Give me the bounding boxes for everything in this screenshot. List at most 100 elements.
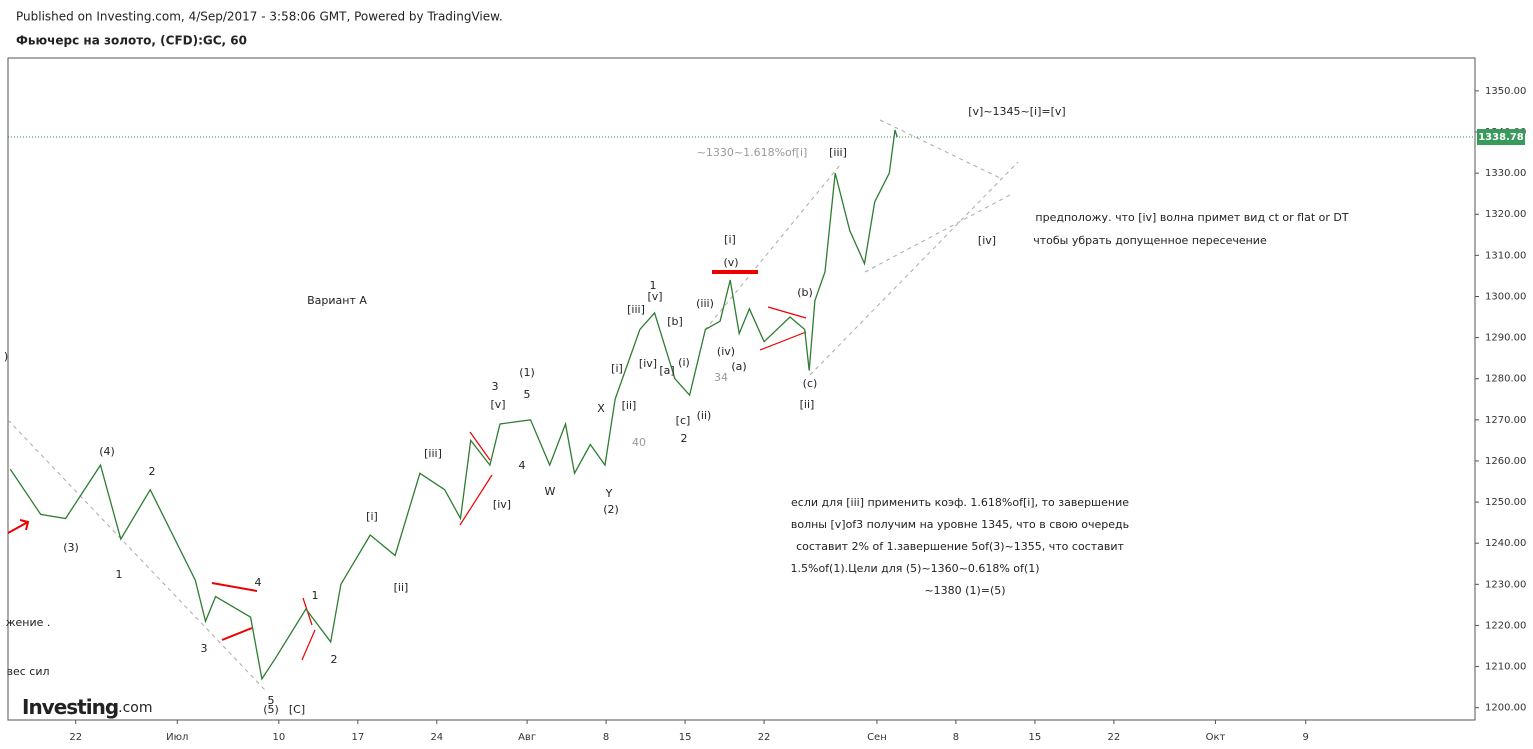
x-tick-label: 22	[758, 732, 771, 743]
price-line	[9, 129, 898, 681]
y-tick-label: 1260.00	[1485, 456, 1526, 467]
y-tick-label: 1230.00	[1485, 579, 1526, 590]
x-tick-label: 8	[953, 732, 959, 743]
annotation: [v]	[490, 398, 505, 411]
annotation: [v]~1345~[i]=[v]	[968, 105, 1065, 118]
y-tick-label: 1350.00	[1485, 86, 1526, 97]
y-tick-label: 1320.00	[1485, 209, 1526, 220]
annotation: )	[4, 350, 8, 363]
annotation: ~1380 (1)=(5)	[924, 584, 1005, 597]
published: Published on Investing.com, 4/Sep/2017 -…	[16, 10, 503, 24]
annotation: 1.5%of(1).Цели для (5)~1360~0.618% of(1)	[791, 562, 1040, 575]
annotation: [iii]	[829, 146, 847, 159]
annotation: если для [iii] применить коэф. 1.618%of[…	[791, 496, 1129, 509]
logo: Investing.com	[22, 695, 153, 719]
x-tick-label: 24	[430, 732, 443, 743]
x-tick-label: Сен	[867, 732, 887, 743]
annotation: [iii]	[424, 447, 442, 460]
annotation: 3	[492, 380, 499, 393]
annotation: [iv]	[978, 234, 996, 247]
x-tick-label: 22	[1108, 732, 1121, 743]
y-tick-label: 1200.00	[1485, 703, 1526, 714]
annotation: ~1330~1.618%of[i]	[697, 146, 808, 159]
annotation: (b)	[797, 286, 813, 299]
trendlines	[7, 119, 1019, 691]
annotation: (a)	[731, 360, 746, 373]
x-tick-label: 22	[69, 732, 82, 743]
annotation: (3)	[63, 541, 79, 554]
annotation: [ii]	[622, 399, 637, 412]
symbol-title: Фьючерс на золото, (CFD):GC, 60	[16, 34, 247, 48]
annotation: (iii)	[696, 297, 714, 310]
annotation: [i]	[724, 233, 736, 246]
x-tick-label: 15	[679, 732, 692, 743]
annotation: (4)	[99, 445, 115, 458]
annotation: [iii]	[627, 303, 645, 316]
y-tick-label: 1250.00	[1485, 497, 1526, 508]
annotation: (ii)	[697, 409, 712, 422]
annotation: чтобы убрать допущенное пересечение	[1033, 234, 1267, 247]
annotation: вес сил	[6, 665, 49, 678]
annotation: (2)	[603, 503, 619, 516]
x-tick-label: Авг	[518, 732, 536, 743]
y-tick-label: 1300.00	[1485, 291, 1526, 302]
y-tick-label: 1210.00	[1485, 662, 1526, 673]
annotation: Вариант А	[307, 294, 367, 307]
annotation: [b]	[667, 315, 683, 328]
annotation: X	[597, 402, 605, 415]
annotation: 4	[255, 576, 262, 589]
y-tick-label: 1280.00	[1485, 374, 1526, 385]
x-tick-label: Окт	[1206, 732, 1226, 743]
annotation: 5	[524, 388, 531, 401]
annotation: (v)	[723, 256, 738, 269]
annotation: 2	[681, 432, 688, 445]
annotation: 5	[268, 694, 275, 707]
y-tick-label: 1220.00	[1485, 620, 1526, 631]
annotation: 2	[331, 653, 338, 666]
x-tick-label: 9	[1303, 732, 1309, 743]
annotation: 1	[650, 279, 657, 292]
annotation: предположу. что [iv] волна примет вид ct…	[1035, 211, 1348, 224]
last-price-tag	[1477, 129, 1525, 146]
x-tick-label: 8	[603, 732, 609, 743]
annotation: 34	[714, 371, 728, 384]
annotation: [C]	[289, 703, 305, 716]
annotation: [iv]	[493, 498, 511, 511]
annotation: 3	[201, 642, 208, 655]
annotation: [i]	[366, 510, 378, 523]
y-tick-label: 1310.00	[1485, 250, 1526, 261]
last-price-label: 1338.78	[1478, 132, 1524, 143]
annotation: 4	[519, 459, 526, 472]
annotation: (1)	[519, 366, 535, 379]
annotation: Y	[605, 487, 613, 500]
x-tick-label: 10	[272, 732, 285, 743]
y-tick-label: 1240.00	[1485, 538, 1526, 549]
x-tick-label: Июл	[166, 732, 188, 743]
annotation: (i)	[678, 356, 690, 369]
annotation: [a]	[659, 364, 674, 377]
annotation: [c]	[676, 414, 691, 427]
y-tick-label: 1330.00	[1485, 168, 1526, 179]
annotation: [iv]	[639, 357, 657, 370]
annotation: жение .	[6, 616, 51, 629]
annotation: составит 2% of 1.завершение 5of(3)~1355,…	[796, 540, 1124, 553]
annotation: (iv)	[717, 345, 735, 358]
annotation: 2	[149, 465, 156, 478]
annotation: [ii]	[800, 398, 815, 411]
annotation: 1	[312, 589, 319, 602]
y-tick-label: 1270.00	[1485, 415, 1526, 426]
red-marks	[7, 270, 807, 661]
annotation: [i]	[611, 362, 623, 375]
annotation: волны [v]of3 получим на уровне 1345, что…	[791, 518, 1129, 531]
annotation: (5)	[263, 703, 279, 716]
annotation: 40	[632, 436, 646, 449]
annotation: (c)	[803, 377, 818, 390]
x-tick-label: 17	[351, 732, 364, 743]
annotation: W	[545, 485, 556, 498]
x-tick-label: 15	[1029, 732, 1042, 743]
annotation: 1	[116, 568, 123, 581]
annotation: [ii]	[394, 581, 409, 594]
annotation: [v]	[647, 290, 662, 303]
y-tick-label: 1290.00	[1485, 333, 1526, 344]
